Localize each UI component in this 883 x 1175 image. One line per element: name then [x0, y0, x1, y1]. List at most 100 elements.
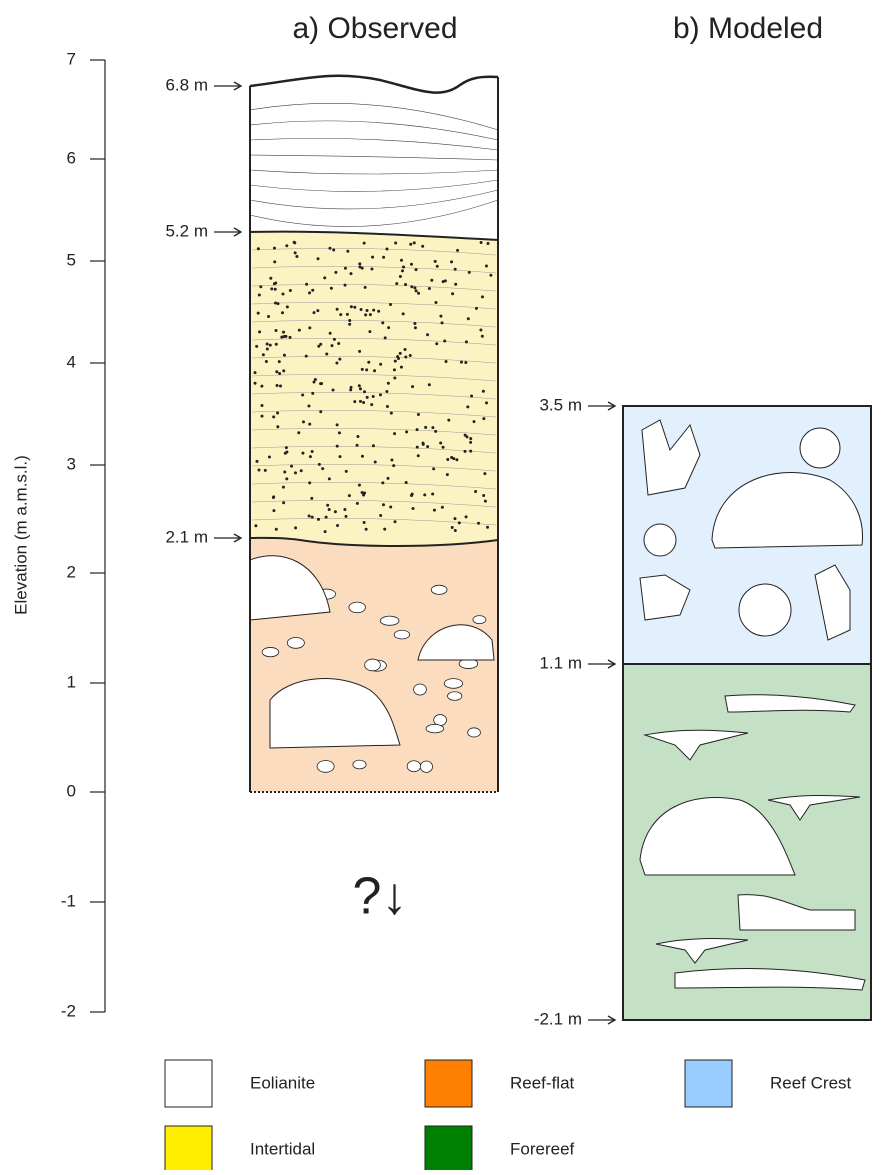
- grain: [266, 348, 269, 351]
- legend-swatch: [165, 1060, 212, 1107]
- grain: [390, 412, 393, 415]
- grain: [336, 445, 339, 448]
- clast: [426, 724, 444, 733]
- grain: [290, 465, 293, 468]
- elevation-label: 2.1 m: [165, 527, 208, 546]
- grain: [358, 262, 361, 265]
- grain: [257, 247, 260, 250]
- elevation-label: 3.5 m: [539, 395, 582, 414]
- grain: [325, 353, 328, 356]
- grain: [258, 330, 261, 333]
- grain: [364, 313, 367, 316]
- grain: [446, 473, 449, 476]
- grain: [399, 275, 402, 278]
- grain: [381, 481, 384, 484]
- grain: [469, 450, 472, 453]
- grain: [458, 521, 461, 524]
- grain: [451, 526, 454, 529]
- grain: [361, 491, 364, 494]
- panel-title: a) Observed: [292, 12, 457, 45]
- grain: [285, 450, 288, 453]
- observed-column: [250, 76, 498, 792]
- grain: [305, 355, 308, 358]
- grain: [267, 315, 270, 318]
- grain: [474, 490, 477, 493]
- tick-label: 1: [67, 672, 76, 691]
- unknown-depth: ?↓: [353, 868, 408, 926]
- grain: [332, 248, 335, 251]
- grain: [465, 340, 468, 343]
- grain: [371, 256, 374, 259]
- grain: [328, 508, 331, 511]
- grain: [343, 508, 346, 511]
- grain: [405, 481, 408, 484]
- tick-label: 7: [67, 49, 76, 68]
- legend-label: Eolianite: [250, 1073, 315, 1092]
- clast: [380, 616, 399, 625]
- grain: [254, 371, 257, 374]
- grain: [316, 309, 319, 312]
- grain: [430, 279, 433, 282]
- grain: [364, 286, 367, 289]
- grain: [460, 361, 463, 364]
- grain: [447, 419, 450, 422]
- grain: [264, 469, 267, 472]
- grain: [359, 265, 362, 268]
- grain: [358, 484, 361, 487]
- grain: [308, 423, 311, 426]
- grain: [370, 403, 373, 406]
- grain: [273, 260, 276, 263]
- clast: [444, 679, 462, 689]
- panel-title: b) Modeled: [673, 12, 823, 45]
- grain: [423, 493, 426, 496]
- grain: [428, 287, 431, 290]
- grain: [446, 458, 449, 461]
- grain: [482, 390, 485, 393]
- clast: [287, 637, 304, 648]
- grain: [486, 526, 489, 529]
- coral: [644, 524, 676, 556]
- grain: [284, 335, 287, 338]
- grain: [301, 394, 304, 397]
- grain: [319, 343, 322, 346]
- grain: [280, 336, 283, 339]
- grain: [413, 286, 416, 289]
- grain: [321, 467, 324, 470]
- grain: [311, 450, 314, 453]
- grain: [274, 288, 277, 291]
- grain: [432, 467, 435, 470]
- grain: [412, 507, 415, 510]
- grain: [404, 355, 407, 358]
- grain: [339, 313, 342, 316]
- grain: [369, 313, 372, 316]
- clast: [365, 659, 381, 671]
- grain: [453, 517, 456, 520]
- grain: [336, 308, 339, 311]
- grain: [434, 301, 437, 304]
- grain: [275, 329, 278, 332]
- grain: [450, 260, 453, 263]
- grain: [466, 405, 469, 408]
- grain: [393, 368, 396, 371]
- grain: [281, 311, 284, 314]
- legend-swatch: [425, 1126, 472, 1170]
- grain: [385, 247, 388, 250]
- grain: [363, 390, 366, 393]
- grain: [335, 361, 338, 364]
- tick-label: 3: [67, 454, 76, 473]
- grain: [445, 360, 448, 363]
- grain: [332, 389, 335, 392]
- tick-label: 6: [67, 148, 76, 167]
- legend-label: Intertidal: [250, 1139, 315, 1158]
- grain: [258, 293, 261, 296]
- grain: [300, 469, 303, 472]
- grain: [358, 384, 361, 387]
- grain: [482, 417, 485, 420]
- grain: [311, 289, 314, 292]
- grain: [338, 431, 341, 434]
- grain: [336, 524, 339, 527]
- grain: [314, 378, 317, 381]
- grain: [275, 343, 278, 346]
- grain: [384, 336, 387, 339]
- grain: [260, 404, 263, 407]
